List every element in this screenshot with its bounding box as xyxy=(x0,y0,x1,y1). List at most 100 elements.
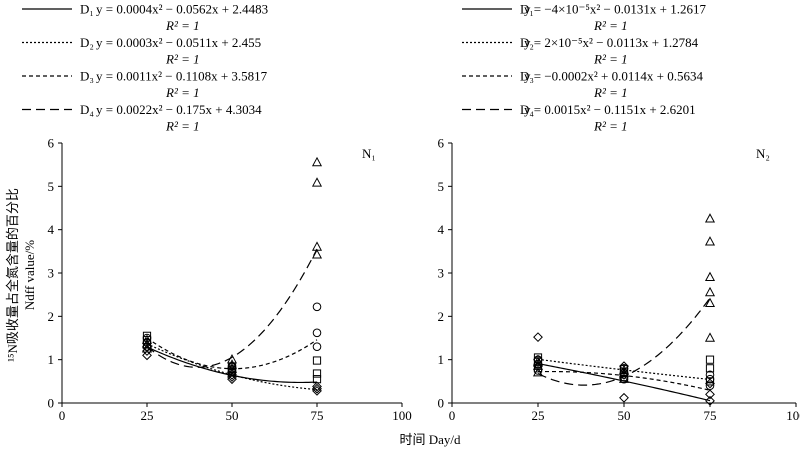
data-point-triangle xyxy=(532,356,544,366)
data-point-circle xyxy=(705,370,715,380)
legend-equation: y = 0.0022x² − 0.175x + 4.3034 xyxy=(96,102,262,117)
data-point-diamond xyxy=(619,392,629,403)
legend-r-squared: R² = 1 xyxy=(165,18,200,33)
y-tick-label: 1 xyxy=(438,352,445,367)
data-point-triangle xyxy=(226,359,238,369)
data-point-diamond xyxy=(705,389,715,400)
data-point-triangle xyxy=(704,213,716,223)
data-point-square xyxy=(705,364,715,373)
fit-curve-D xyxy=(537,358,711,381)
y-axis-title-line1: ¹⁵N吸收量占全氮含量的百分比 xyxy=(5,188,20,362)
y-axis-title-line2: Ndff value/% xyxy=(22,240,37,310)
data-point-triangle xyxy=(311,249,323,259)
data-point-circle xyxy=(705,381,715,390)
legend-equation: y = 0.0004x² − 0.0562x + 2.4483 xyxy=(96,2,268,17)
x-tick-label: 75 xyxy=(311,408,324,423)
data-point-circle xyxy=(312,328,322,338)
y-tick-label: 1 xyxy=(48,352,55,367)
legend-r-squared: R² = 1 xyxy=(165,119,200,134)
data-point-triangle xyxy=(704,286,716,297)
data-point-circle xyxy=(533,366,543,375)
data-point-diamond xyxy=(142,350,152,361)
y-tick-label: 6 xyxy=(48,136,55,151)
y-tick-label: 6 xyxy=(438,136,445,151)
y-tick-label: 5 xyxy=(48,179,55,194)
legend-r-squared: R² = 1 xyxy=(593,119,628,134)
y-tick-label: 4 xyxy=(438,222,445,237)
panel-n2: 0 25 50 75 100 0 1 2 3 4 5 6 N₂ D₁y = −4×10⁻⁵x² − 0.0… xyxy=(438,2,800,424)
legend-series-name: D₂ xyxy=(520,35,534,50)
data-point-diamond xyxy=(227,369,237,380)
data-point-diamond xyxy=(533,332,543,343)
data-point-square xyxy=(312,356,322,365)
x-tick-label: 100 xyxy=(786,408,800,423)
data-point-square xyxy=(705,355,715,364)
x-axis-title: 时间 Day/d xyxy=(399,432,461,447)
panel-n1: 0 25 50 75 100 0 1 2 3 4 5 6 N₁ D₁ y = 0.0004x² − 0.05… xyxy=(22,2,412,423)
data-point-diamond xyxy=(619,361,629,372)
data-point-triangle xyxy=(704,236,716,246)
data-point-circle xyxy=(312,342,322,351)
fit-curve-D xyxy=(146,248,318,368)
legend-r-squared: R² = 1 xyxy=(593,85,628,100)
legend-r-squared: R² = 1 xyxy=(593,18,628,33)
y-tick-label: 4 xyxy=(48,222,55,237)
data-point-circle xyxy=(619,364,629,373)
legend-series-name: D₄ xyxy=(80,102,94,117)
data-point-circle xyxy=(705,374,715,384)
data-point-triangle xyxy=(704,332,716,342)
data-point-square xyxy=(312,369,322,378)
panel-label: N₂ xyxy=(756,146,770,161)
x-tick-label: 50 xyxy=(226,408,239,423)
fit-curve-D xyxy=(146,337,318,370)
y-tick-label: 0 xyxy=(438,396,445,411)
legend-series-name: D₃ xyxy=(80,69,94,84)
data-point-circle xyxy=(312,302,322,312)
data-point-triangle xyxy=(532,367,544,377)
legend-series-name: D₂ xyxy=(80,35,94,50)
data-point-circle xyxy=(142,333,152,343)
y-tick-label: 3 xyxy=(48,266,55,281)
legend-equation: y = 0.0015x² − 0.1151x + 2.6201 xyxy=(524,102,696,117)
data-point-triangle xyxy=(704,271,716,282)
data-point-diamond xyxy=(312,381,322,392)
x-tick-label: 25 xyxy=(532,408,545,423)
legend-r-squared: R² = 1 xyxy=(165,85,200,100)
x-tick-label: 50 xyxy=(618,408,631,423)
y-tick-label: 2 xyxy=(48,309,55,324)
data-point-triangle xyxy=(311,156,323,167)
x-tick-label: 0 xyxy=(59,408,66,423)
x-tick-label: 75 xyxy=(704,408,717,423)
data-point-triangle xyxy=(311,177,323,187)
y-tick-label: 3 xyxy=(438,266,445,281)
legend-equation: y = 2×10⁻⁵x² − 0.0113x + 1.2784 xyxy=(524,35,699,50)
y-tick-label: 5 xyxy=(438,179,445,194)
legend-equation: y = 0.0011x² − 0.1108x + 3.5817 xyxy=(96,69,268,84)
data-point-circle xyxy=(533,355,543,364)
data-point-triangle xyxy=(618,373,630,383)
legend-r-squared: R² = 1 xyxy=(593,52,628,67)
x-tick-label: 100 xyxy=(392,408,412,423)
legend-equation: y = −4×10⁻⁵x² − 0.0131x + 1.2617 xyxy=(524,2,706,17)
data-point-triangle xyxy=(311,241,323,251)
x-tick-label: 25 xyxy=(141,408,154,423)
data-point-diamond xyxy=(705,395,715,406)
fit-curve-D xyxy=(146,343,318,391)
legend-r-squared: R² = 1 xyxy=(165,52,200,67)
legend-series-name: D₃ xyxy=(520,69,534,84)
data-point-triangle xyxy=(704,297,716,308)
data-point-triangle xyxy=(618,367,630,378)
legend-series-name: D₁ xyxy=(520,2,534,17)
panel-label: N₁ xyxy=(362,146,376,161)
x-tick-label: 0 xyxy=(449,408,456,423)
data-point-triangle xyxy=(141,334,153,344)
legend-series-name: D₄ xyxy=(520,102,534,117)
legend-equation: y = −0.0002x² + 0.0114x + 0.5634 xyxy=(524,69,703,84)
data-point-triangle xyxy=(226,354,238,364)
legend-equation: y = 0.0003x² − 0.0511x + 2.455 xyxy=(96,35,261,50)
y-tick-label: 2 xyxy=(438,309,445,324)
data-point-triangle xyxy=(618,364,630,375)
data-point-square xyxy=(312,375,322,384)
legend-series-name: D₁ xyxy=(80,2,94,17)
